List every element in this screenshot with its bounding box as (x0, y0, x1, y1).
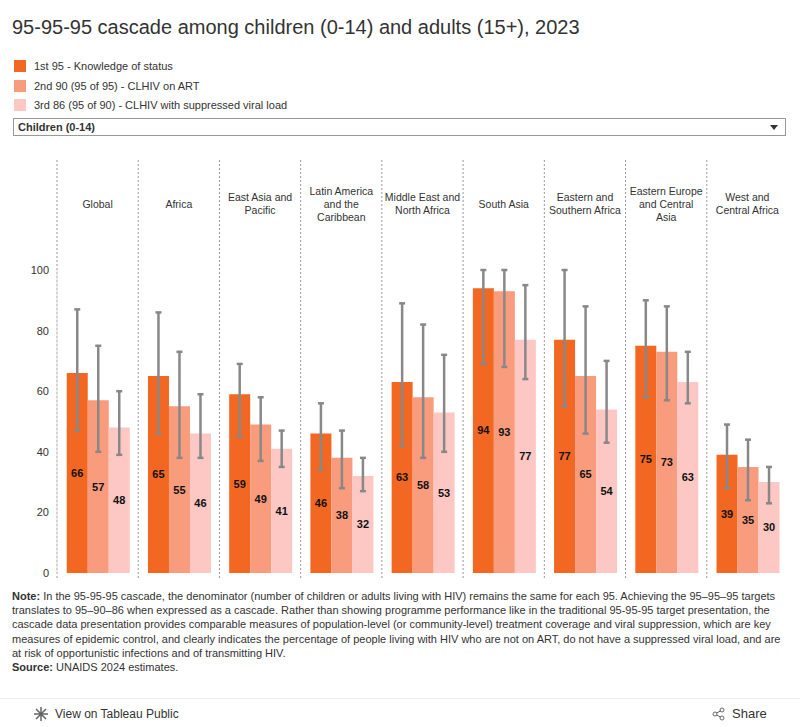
svg-text:Eastern Europe: Eastern Europe (630, 185, 703, 197)
svg-text:West and: West and (725, 191, 769, 203)
svg-text:Latin America: Latin America (309, 185, 373, 197)
svg-text:0: 0 (43, 567, 49, 579)
svg-text:63: 63 (396, 471, 408, 483)
svg-text:73: 73 (661, 456, 673, 468)
svg-text:54: 54 (600, 485, 613, 497)
svg-text:North Africa: North Africa (395, 204, 450, 216)
svg-text:77: 77 (558, 450, 570, 462)
svg-text:65: 65 (579, 468, 591, 480)
svg-text:Asia: Asia (656, 211, 677, 223)
html-text:Share: Share (732, 706, 767, 721)
svg-text:Eastern and: Eastern and (557, 191, 614, 203)
svg-text:63: 63 (682, 471, 694, 483)
svg-text:41: 41 (276, 505, 288, 517)
svg-text:Middle East and: Middle East and (385, 191, 460, 203)
svg-text:77: 77 (519, 450, 531, 462)
svg-text:and Central: and Central (639, 198, 693, 210)
html-text:View on Tableau Public: View on Tableau Public (55, 707, 179, 721)
html-text:95-95-95 cascade among childre: 95-95-95 cascade among children (0-14) a… (12, 16, 580, 38)
html-text:Source: UNAIDS 2024 estimates.: Source: UNAIDS 2024 estimates. (12, 661, 179, 673)
svg-text:35: 35 (742, 514, 754, 526)
svg-text:40: 40 (37, 446, 49, 458)
svg-text:46: 46 (194, 497, 206, 509)
svg-text:100: 100 (31, 264, 49, 276)
svg-text:58: 58 (417, 479, 429, 491)
svg-text:Africa: Africa (165, 198, 192, 210)
svg-text:and the: and the (324, 198, 359, 210)
svg-text:38: 38 (336, 509, 348, 521)
svg-text:66: 66 (71, 467, 83, 479)
svg-text:Pacific: Pacific (245, 204, 276, 216)
svg-text:65: 65 (152, 468, 164, 480)
svg-text:20: 20 (37, 506, 49, 518)
html-text:3rd 86 (95 of 90) - CLHIV with: 3rd 86 (95 of 90) - CLHIV with suppresse… (34, 99, 288, 111)
svg-text:32: 32 (357, 518, 369, 530)
svg-text:Southern Africa: Southern Africa (549, 204, 621, 216)
svg-text:East Asia and: East Asia and (228, 191, 292, 203)
html-text:Note: In the 95-95-95 cascade,: Note: In the 95-95-95 cascade, the denom… (12, 590, 781, 659)
svg-text:93: 93 (498, 426, 510, 438)
svg-text:30: 30 (763, 521, 775, 533)
svg-text:75: 75 (640, 453, 652, 465)
svg-text:46: 46 (315, 497, 327, 509)
svg-text:55: 55 (173, 484, 185, 496)
svg-text:South Asia: South Asia (479, 198, 529, 210)
svg-text:39: 39 (721, 508, 733, 520)
svg-text:57: 57 (92, 481, 104, 493)
svg-text:59: 59 (234, 478, 246, 490)
svg-text:Central Africa: Central Africa (716, 204, 779, 216)
svg-text:80: 80 (37, 325, 49, 337)
svg-text:94: 94 (477, 424, 490, 436)
svg-text:Global: Global (82, 198, 112, 210)
svg-text:49: 49 (255, 493, 267, 505)
html-text:1st 95 - Knowledge of status: 1st 95 - Knowledge of status (34, 60, 173, 72)
html-text:2nd 90 (95 of 95) - CLHIV on A: 2nd 90 (95 of 95) - CLHIV on ART (34, 79, 200, 92)
svg-text:48: 48 (113, 494, 125, 506)
svg-text:60: 60 (37, 385, 49, 397)
svg-text:Caribbean: Caribbean (317, 211, 366, 223)
svg-text:53: 53 (438, 487, 450, 499)
html-text:Children (0-14): Children (0-14) (18, 121, 95, 133)
